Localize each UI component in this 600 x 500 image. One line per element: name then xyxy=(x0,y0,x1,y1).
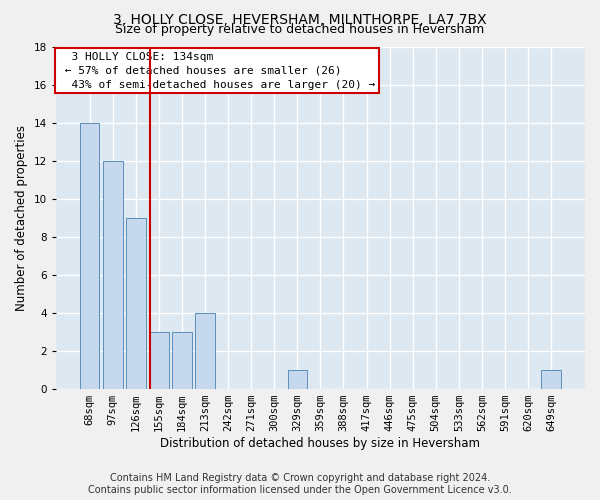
Bar xyxy=(195,313,215,389)
Bar xyxy=(172,332,192,389)
Text: Size of property relative to detached houses in Heversham: Size of property relative to detached ho… xyxy=(115,22,485,36)
Bar xyxy=(103,160,122,389)
Bar xyxy=(149,332,169,389)
Bar xyxy=(287,370,307,389)
Bar xyxy=(541,370,561,389)
Text: Contains HM Land Registry data © Crown copyright and database right 2024.
Contai: Contains HM Land Registry data © Crown c… xyxy=(88,474,512,495)
Text: 3, HOLLY CLOSE, HEVERSHAM, MILNTHORPE, LA7 7BX: 3, HOLLY CLOSE, HEVERSHAM, MILNTHORPE, L… xyxy=(113,12,487,26)
Y-axis label: Number of detached properties: Number of detached properties xyxy=(15,125,28,311)
Text: 3 HOLLY CLOSE: 134sqm
 ← 57% of detached houses are smaller (26)
  43% of semi-d: 3 HOLLY CLOSE: 134sqm ← 57% of detached … xyxy=(58,52,376,90)
X-axis label: Distribution of detached houses by size in Heversham: Distribution of detached houses by size … xyxy=(160,437,481,450)
Bar xyxy=(126,218,146,389)
Bar xyxy=(80,122,100,389)
